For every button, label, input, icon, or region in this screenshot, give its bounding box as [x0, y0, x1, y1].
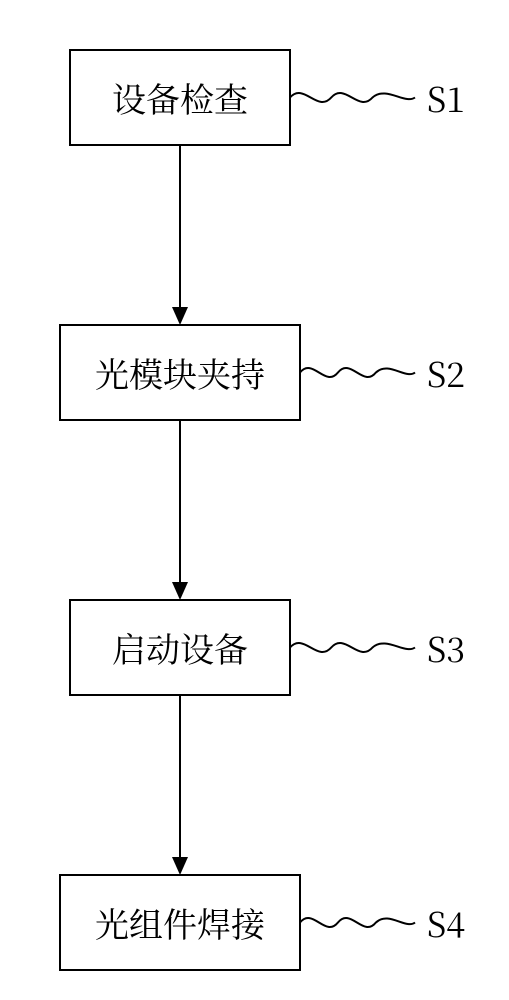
flow-step-label: 启动设备 — [112, 623, 248, 672]
step-tag-label: S1 — [427, 73, 465, 122]
flow-step-label: 光模块夹持 — [95, 348, 265, 397]
step-tag-label: S2 — [427, 348, 465, 397]
step-tag-connector — [290, 93, 415, 102]
step-tag-connector — [300, 918, 415, 927]
step-tag-connector — [300, 368, 415, 377]
flow-step-label: 设备检查 — [112, 73, 248, 122]
flow-step-label: 光组件焊接 — [95, 898, 266, 947]
step-tag-label: S4 — [427, 898, 465, 947]
step-tag-label: S3 — [427, 623, 465, 672]
step-tag-connector — [290, 643, 415, 652]
flow-arrow-head — [172, 307, 188, 325]
flow-arrow-head — [172, 857, 188, 875]
flow-arrow-head — [172, 582, 188, 600]
